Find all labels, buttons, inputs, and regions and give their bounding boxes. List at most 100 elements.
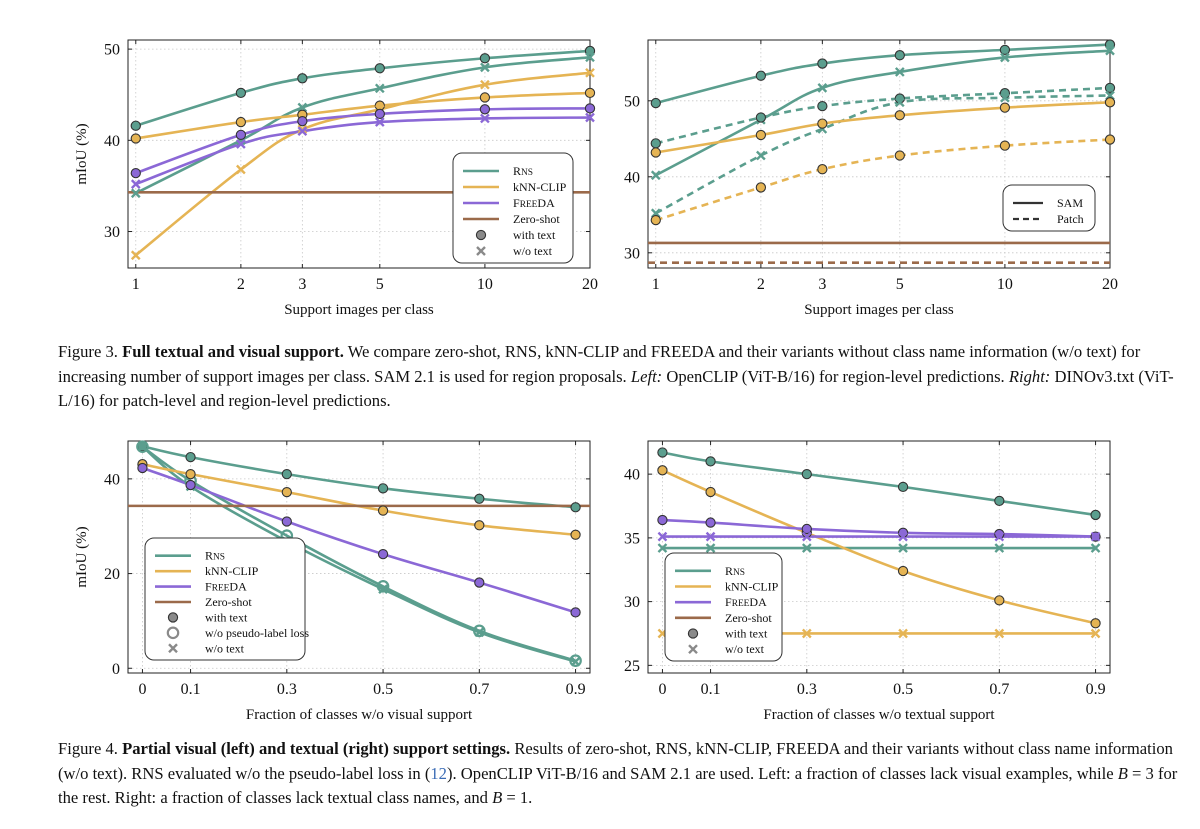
freeda-cross-point — [480, 113, 490, 124]
legend-cross-point — [476, 246, 486, 256]
knn-clip-point — [235, 116, 247, 128]
rns-cross-point — [650, 170, 661, 181]
marker-group — [130, 45, 596, 261]
freeda-cross-point — [585, 112, 595, 123]
freeda-cross-point — [994, 531, 1005, 542]
x-tick-label: 0.1 — [701, 681, 721, 698]
chart-fig3_left: 1 2 3 5 10 20 30 40 50 Support images per class mI… — [74, 39, 598, 318]
knn-clip-point — [650, 147, 661, 158]
rns-line — [655, 49, 1110, 177]
legend-label: w/o pseudo-label loss — [205, 626, 309, 640]
y-axis-label: mIoU (%) — [74, 526, 90, 587]
rns-cross-point — [137, 441, 148, 452]
x-tick-label: 3 — [818, 276, 826, 293]
knn-clip-point — [817, 164, 828, 175]
figure4-caption-body-2: ). OpenCLIP ViT-B/16 and SAM 2.1 are use… — [446, 763, 1114, 783]
legend-label: w/o text — [725, 642, 765, 656]
plot-frame — [127, 440, 591, 674]
rns-point — [755, 112, 767, 123]
knn-clip-line — [655, 138, 1110, 222]
knn-clip-point — [755, 129, 767, 141]
knn-clip-point — [479, 92, 491, 103]
y-tick-label: 50 — [624, 93, 640, 110]
freeda-line — [662, 518, 1096, 538]
rns-point — [994, 495, 1005, 507]
x-tick-label: 0.1 — [181, 681, 201, 698]
x-tick-label: 2 — [237, 276, 245, 293]
freeda-point — [130, 168, 141, 179]
rns-cross-point — [474, 627, 485, 638]
rns-point — [297, 73, 308, 84]
figure4-citation-link[interactable]: 12 — [430, 763, 447, 783]
figure4-caption-math-b1: B — [1117, 763, 1128, 783]
knn-clip-point — [705, 486, 716, 498]
x-tick-label: 3 — [298, 276, 306, 293]
rns-point — [474, 493, 485, 504]
knn-clip-line — [142, 462, 576, 537]
figure4-caption-body: Results of zero-shot, RNS, kNN-CLIP, FRE… — [58, 739, 1173, 783]
legend-label: Zero-shot — [725, 611, 772, 625]
rns-point — [377, 483, 389, 494]
x-tick-label: 0.5 — [373, 681, 393, 698]
legend-label: kNN-CLIP — [513, 180, 567, 194]
rns-line — [135, 49, 590, 127]
chart-fig4_right: 0 0.1 0.3 0.5 0.7 0.9 25 30 35 40 Fraction of clas… — [624, 440, 1111, 723]
x-tick-label: 0.7 — [989, 681, 1009, 698]
x-tick-label: 2 — [757, 276, 765, 293]
figure4-caption-math-b2: B — [492, 788, 503, 807]
x-tick-label: 5 — [376, 276, 384, 293]
knn-clip-point — [584, 87, 596, 99]
y-tick-label: 40 — [624, 467, 640, 484]
y-tick-label: 40 — [104, 471, 120, 488]
x-tick-label: 0 — [138, 681, 146, 698]
legend-fig3_right: SAM Patch — [1002, 184, 1096, 232]
y-tick-label: 50 — [104, 42, 120, 59]
rns-cross-point — [585, 52, 595, 63]
knn-clip-point — [817, 118, 828, 129]
freeda-line — [135, 107, 590, 175]
figure4-caption-body-3: = 3 for the rest. Right: a fraction of c… — [58, 763, 1178, 808]
freeda-point — [137, 462, 148, 474]
legend-label: FREEDA — [513, 196, 555, 210]
x-tick-label: 0.3 — [277, 681, 297, 698]
x-tick-label: 20 — [1102, 276, 1118, 293]
legend-label: Patch — [1057, 212, 1084, 226]
legend-label: with text — [205, 610, 248, 624]
rns-point — [657, 447, 668, 458]
legend-fig3_left: RNS kNN-CLIP FREEDA Zero-shot with text w/o t… — [452, 152, 574, 264]
y-tick-label: 25 — [624, 658, 640, 675]
y-tick-label: 30 — [624, 245, 640, 262]
knn-clip-point — [994, 595, 1005, 606]
rns-cross-point — [297, 102, 308, 113]
legend-point — [167, 612, 179, 623]
rns-point — [1090, 509, 1101, 521]
rns-cross-point — [894, 97, 905, 108]
figure4-caption-label: Figure 4. — [58, 739, 118, 758]
knn-clip-cross-point — [480, 79, 490, 90]
freeda-cross-point — [297, 126, 308, 137]
legend-label: Zero-shot — [205, 595, 252, 609]
y-tick-label: 40 — [104, 133, 120, 150]
legend-label: with text — [725, 627, 768, 641]
rns-cross-point — [817, 83, 828, 93]
rns-point — [479, 53, 491, 64]
rns-point — [817, 100, 828, 112]
knn-clip-point — [377, 505, 389, 516]
figure4-caption-body-4: = 1. — [506, 788, 533, 807]
knn-clip-point — [474, 520, 485, 531]
rns-point — [650, 97, 661, 109]
freeda-cross-point — [801, 531, 812, 542]
freeda-point — [474, 577, 485, 588]
rns-point — [817, 58, 828, 69]
knn-clip-point — [281, 486, 292, 498]
rns-point — [999, 44, 1011, 56]
freeda-point — [657, 514, 668, 526]
rns-cross-point — [1105, 45, 1115, 56]
knn-clip-point — [650, 214, 661, 226]
freeda-cross-point — [130, 179, 141, 189]
knn-clip-point — [570, 529, 581, 540]
rns-cross-point — [1090, 543, 1101, 553]
freeda-point — [801, 523, 812, 535]
rns-point — [705, 456, 716, 467]
